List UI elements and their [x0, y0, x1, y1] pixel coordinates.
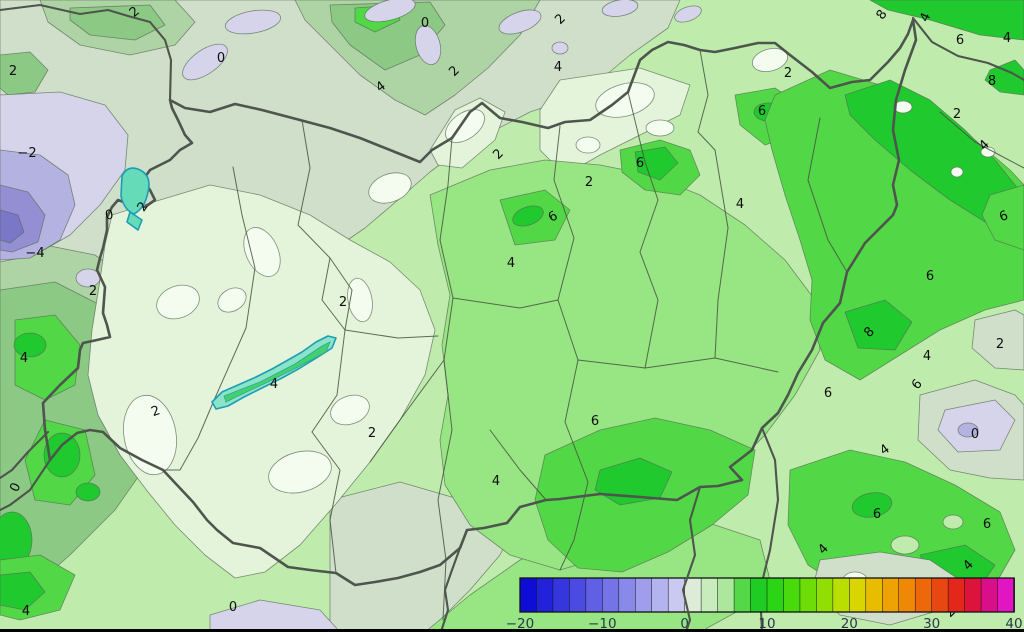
contour-label: 2: [585, 175, 593, 190]
colorbar-tick-label: 40: [1005, 616, 1022, 632]
contour-label: 4: [923, 349, 931, 364]
colorbar-segments: [519, 577, 1015, 613]
contour-label: 2: [339, 295, 347, 310]
colorbar-segment: [733, 577, 752, 613]
contour-label: 6: [983, 517, 991, 532]
contour-label: 4: [270, 377, 278, 392]
lake-balaton: [211, 335, 337, 410]
contour-label: 2: [9, 64, 17, 79]
colorbar-tick-label: 20: [841, 616, 858, 632]
colorbar-segment: [635, 577, 653, 613]
colorbar-frame: [519, 577, 1015, 613]
contour-label: 6: [636, 156, 644, 171]
colorbar-segment: [569, 577, 587, 613]
colorbar-tick-label: 10: [758, 616, 775, 632]
contour-label: −4: [25, 246, 44, 261]
colorbar-segment: [717, 577, 735, 613]
contour-label: 4: [554, 60, 562, 75]
colorbar-segment: [602, 577, 620, 613]
contour-label: 0: [229, 600, 237, 615]
colorbar-segment: [898, 577, 917, 613]
contour-label: 6: [956, 33, 964, 48]
contour-label: 0: [217, 51, 225, 66]
contour-label: 4: [22, 604, 30, 619]
colorbar-segment: [700, 577, 719, 613]
border-over-colorbar: [681, 485, 702, 632]
hungary-border: [41, 18, 918, 587]
colorbar-segment: [914, 577, 933, 613]
colorbar-segment: [882, 577, 900, 613]
colorbar-segment: [865, 577, 884, 613]
contour-label: 2: [953, 107, 961, 122]
colorbar-segment: [766, 577, 785, 613]
colorbar-tick-label: 0: [680, 616, 689, 632]
frame-bottom-line: [0, 629, 1024, 632]
contour-label: 6: [758, 104, 766, 119]
contour-label: 4: [507, 256, 515, 271]
colorbar-segment: [799, 577, 818, 613]
colorbar-segment: [997, 577, 1015, 613]
contour-label: 6: [824, 386, 832, 401]
contour-label: 2: [89, 284, 97, 299]
colorbar-segment: [931, 577, 949, 613]
contour-label: 4: [20, 351, 28, 366]
contour-label: 6: [926, 269, 934, 284]
colorbar-segment: [618, 577, 637, 613]
contour-label: 2: [784, 66, 792, 81]
colorbar-segment: [750, 577, 768, 613]
colorbar-segment: [980, 577, 999, 613]
contour-label: 4: [1003, 31, 1011, 46]
county-borders: [162, 49, 1024, 621]
colorbar-segment: [964, 577, 982, 613]
contour-label: 0: [104, 207, 115, 223]
colorbar-tick-label: 30: [923, 616, 940, 632]
colorbar-tick-label: −10: [588, 616, 617, 632]
contour-label: 4: [736, 197, 744, 212]
contour-label: 2: [996, 337, 1004, 352]
colorbar-segment: [783, 577, 801, 613]
colorbar-tick-label: −20: [506, 616, 535, 632]
colorbar-segment: [651, 577, 670, 613]
contour-label: 6: [591, 414, 599, 429]
colorbar-segment: [816, 577, 834, 613]
colorbar-segment: [667, 577, 686, 613]
colorbar-segment: [552, 577, 571, 613]
contour-label: 6: [873, 507, 881, 522]
contour-label: −2: [17, 146, 36, 161]
colorbar-segment: [832, 577, 851, 613]
colorbar-segment: [585, 577, 604, 613]
contour-label: 4: [492, 474, 500, 489]
contour-label: 0: [421, 16, 429, 31]
contour-label: 0: [971, 427, 979, 442]
colorbar: −20 −10 0 10 20 30 40: [506, 577, 1023, 632]
contour-label: 2: [368, 426, 376, 441]
lake-ferto: [120, 167, 150, 231]
colorbar-segment: [849, 577, 867, 613]
colorbar-segment: [519, 577, 538, 613]
colorbar-tick-labels: −20 −10 0 10 20 30 40: [506, 616, 1023, 632]
colorbar-segment: [536, 577, 554, 613]
colorbar-segment: [947, 577, 966, 613]
contour-label: 8: [988, 74, 996, 89]
